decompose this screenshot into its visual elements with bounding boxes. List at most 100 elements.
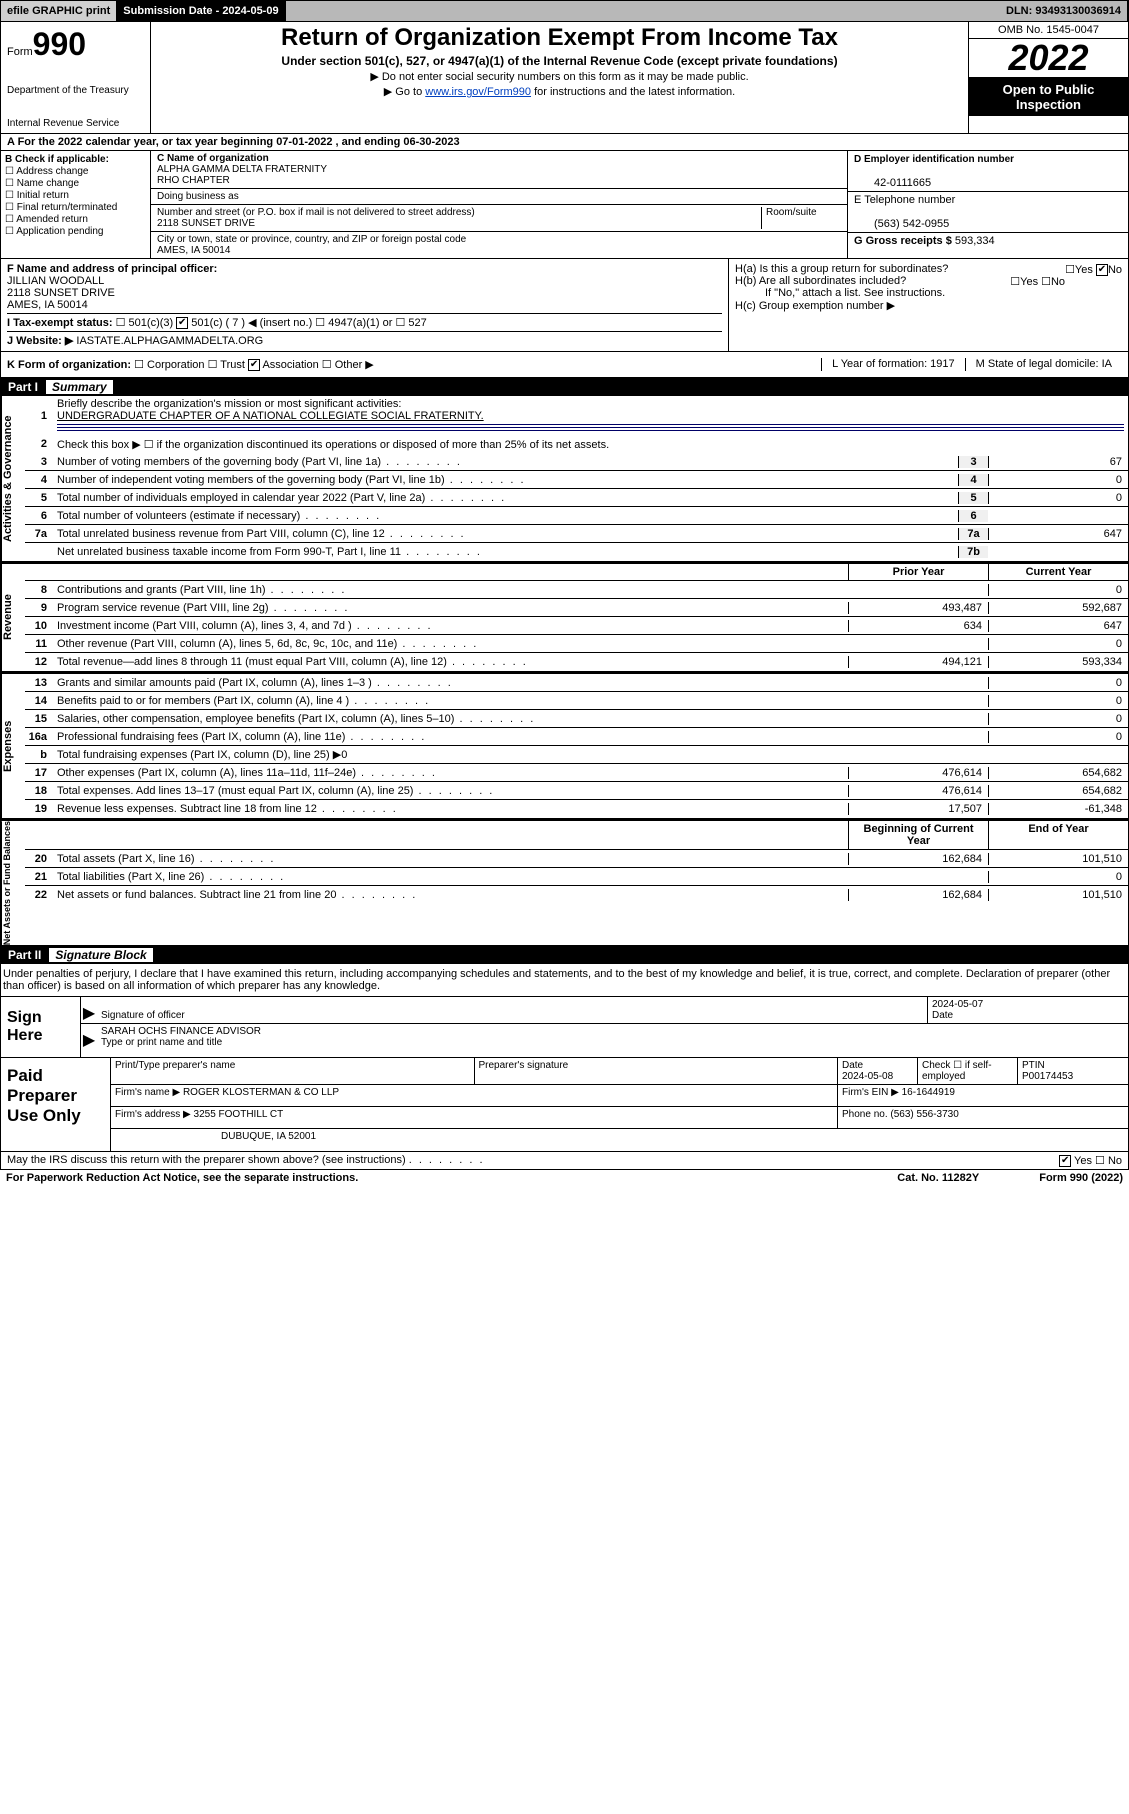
hb-note: If "No," attach a list. See instructions… (735, 287, 1122, 299)
c-label: C Name of organization (157, 153, 269, 164)
summary-row: 13Grants and similar amounts paid (Part … (25, 674, 1128, 692)
irs-link[interactable]: www.irs.gov/Form990 (425, 86, 531, 98)
col-d-right: D Employer identification number42-01116… (848, 151, 1128, 258)
org-addr: 2118 SUNSET DRIVE (157, 218, 255, 229)
officer-name: JILLIAN WOODALL (7, 275, 722, 287)
e-label: E Telephone number (854, 194, 955, 206)
cb-name[interactable]: ☐ Name change (5, 178, 146, 189)
summary-row: 10Investment income (Part VIII, column (… (25, 617, 1128, 635)
phone: (563) 542-0955 (854, 218, 949, 230)
state-domicile: M State of legal domicile: IA (965, 358, 1122, 371)
col-c-org: C Name of organization ALPHA GAMMA DELTA… (151, 151, 848, 258)
efile-label[interactable]: efile GRAPHIC print (1, 1, 117, 21)
cb-initial[interactable]: ☐ Initial return (5, 190, 146, 201)
prep-h1: Print/Type preparer's name (111, 1058, 475, 1084)
summary-row: 3Number of voting members of the governi… (25, 453, 1128, 471)
section-fhij: F Name and address of principal officer:… (0, 259, 1129, 352)
form-note2: ▶ Go to www.irs.gov/Form990 for instruct… (157, 85, 962, 98)
cb-pending[interactable]: ☐ Application pending (5, 226, 146, 237)
k-corp[interactable]: Corporation (147, 359, 204, 371)
summary-row: 12Total revenue—add lines 8 through 11 (… (25, 653, 1128, 671)
discuss-yes-check[interactable] (1059, 1155, 1071, 1167)
signer-name: SARAH OCHS FINANCE ADVISOR (101, 1026, 261, 1037)
col-current: Current Year (988, 564, 1128, 580)
officer-city: AMES, IA 50014 (7, 299, 722, 311)
k-other[interactable]: Other ▶ (335, 359, 374, 371)
cb-amended[interactable]: ☐ Amended return (5, 214, 146, 225)
i-527[interactable]: 527 (408, 317, 426, 329)
firm-addr2: DUBUQUE, IA 52001 (111, 1129, 1128, 1151)
firm-addr1: 3255 FOOTHILL CT (194, 1109, 284, 1120)
form-ref: Form 990 (2022) (1039, 1172, 1123, 1184)
city-label: City or town, state or province, country… (157, 234, 466, 245)
summary-row: 20Total assets (Part X, line 16) 162,684… (25, 850, 1128, 868)
signer-name-label: Type or print name and title (101, 1037, 222, 1048)
i-label: I Tax-exempt status: (7, 317, 113, 329)
ha-no-check[interactable] (1096, 264, 1108, 276)
officer-addr: 2118 SUNSET DRIVE (7, 287, 722, 299)
footer-discuss: May the IRS discuss this return with the… (0, 1152, 1129, 1170)
summary-row: 16aProfessional fundraising fees (Part I… (25, 728, 1128, 746)
form-subtitle: Under section 501(c), 527, or 4947(a)(1)… (157, 54, 962, 68)
sig-date: 2024-05-07 (932, 999, 983, 1010)
sig-arrow-icon: ▶ (81, 997, 97, 1023)
summary-row: 15Salaries, other compensation, employee… (25, 710, 1128, 728)
org-city: AMES, IA 50014 (157, 245, 230, 256)
line1-label: Briefly describe the organization's miss… (57, 398, 401, 410)
cat-no: Cat. No. 11282Y (897, 1172, 979, 1184)
summary-row: 22Net assets or fund balances. Subtract … (25, 886, 1128, 904)
vtab-revenue: Revenue (1, 564, 25, 671)
summary-row: 7aTotal unrelated business revenue from … (25, 525, 1128, 543)
summary-row: Net unrelated business taxable income fr… (25, 543, 1128, 561)
part2-title: Signature Block (49, 948, 152, 962)
cb-final[interactable]: ☐ Final return/terminated (5, 202, 146, 213)
form-header: Form990 Department of the Treasury Inter… (0, 22, 1129, 134)
summary-row: 14Benefits paid to or for members (Part … (25, 692, 1128, 710)
sig-label: Signature of officer (101, 1010, 185, 1021)
paperwork-notice: For Paperwork Reduction Act Notice, see … (6, 1172, 897, 1184)
sig-arrow2-icon: ▶ (81, 1024, 97, 1050)
part1-title: Summary (46, 380, 113, 394)
summary-row: 17Other expenses (Part IX, column (A), l… (25, 764, 1128, 782)
i-4947[interactable]: 4947(a)(1) or (328, 317, 392, 329)
ptin: P00174453 (1022, 1071, 1073, 1082)
summary-rev: Revenue Prior YearCurrent Year 8Contribu… (0, 562, 1129, 672)
vtab-net: Net Assets or Fund Balances (1, 821, 25, 945)
ein: 42-0111665 (854, 177, 931, 189)
summary-gov: Activities & Governance 1Briefly describ… (0, 396, 1129, 562)
dept-label: Department of the Treasury (7, 85, 144, 96)
i-501c-check[interactable] (176, 317, 188, 329)
summary-row: 21Total liabilities (Part X, line 26) 0 (25, 868, 1128, 886)
addr-label: Number and street (or P.O. box if mail i… (157, 207, 475, 218)
section-bcd: B Check if applicable: ☐ Address change … (0, 151, 1129, 259)
k-assoc-check[interactable] (248, 359, 260, 371)
cb-address[interactable]: ☐ Address change (5, 166, 146, 177)
k-assoc: Association (262, 359, 318, 371)
firm-phone-label: Phone no. (842, 1109, 888, 1120)
prep-title: Paid Preparer Use Only (1, 1058, 111, 1151)
sig-date-label: Date (932, 1010, 953, 1021)
paid-preparer-block: Paid Preparer Use Only Print/Type prepar… (0, 1058, 1129, 1152)
irs-label: Internal Revenue Service (7, 118, 144, 129)
firm-name: ROGER KLOSTERMAN & CO LLP (183, 1087, 339, 1098)
k-trust[interactable]: Trust (220, 359, 245, 371)
part1-num: Part I (8, 380, 38, 394)
summary-row: 6Total number of volunteers (estimate if… (25, 507, 1128, 525)
firm-ein-label: Firm's EIN ▶ (842, 1087, 899, 1098)
hc-label: H(c) Group exemption number ▶ (735, 299, 1122, 312)
firm-label: Firm's name ▶ (115, 1087, 180, 1098)
form-title: Return of Organization Exempt From Incom… (157, 24, 962, 52)
mission: UNDERGRADUATE CHAPTER OF A NATIONAL COLL… (57, 410, 484, 422)
firm-addr-label: Firm's address ▶ (115, 1109, 191, 1120)
summary-row: 9Program service revenue (Part VIII, lin… (25, 599, 1128, 617)
sign-here-label: Sign Here (1, 997, 81, 1057)
sign-here-block: Sign Here ▶ Signature of officer 2024-05… (0, 997, 1129, 1058)
vtab-expenses: Expenses (1, 674, 25, 818)
k-label: K Form of organization: (7, 359, 131, 371)
prep-h4: Check ☐ if self-employed (918, 1058, 1018, 1084)
ha-label: H(a) Is this a group return for subordin… (735, 263, 948, 275)
summary-row: 5Total number of individuals employed in… (25, 489, 1128, 507)
i-501c3[interactable]: 501(c)(3) (129, 317, 174, 329)
dln: DLN: 93493130036914 (1000, 1, 1128, 21)
b-label: B Check if applicable: (5, 154, 146, 165)
